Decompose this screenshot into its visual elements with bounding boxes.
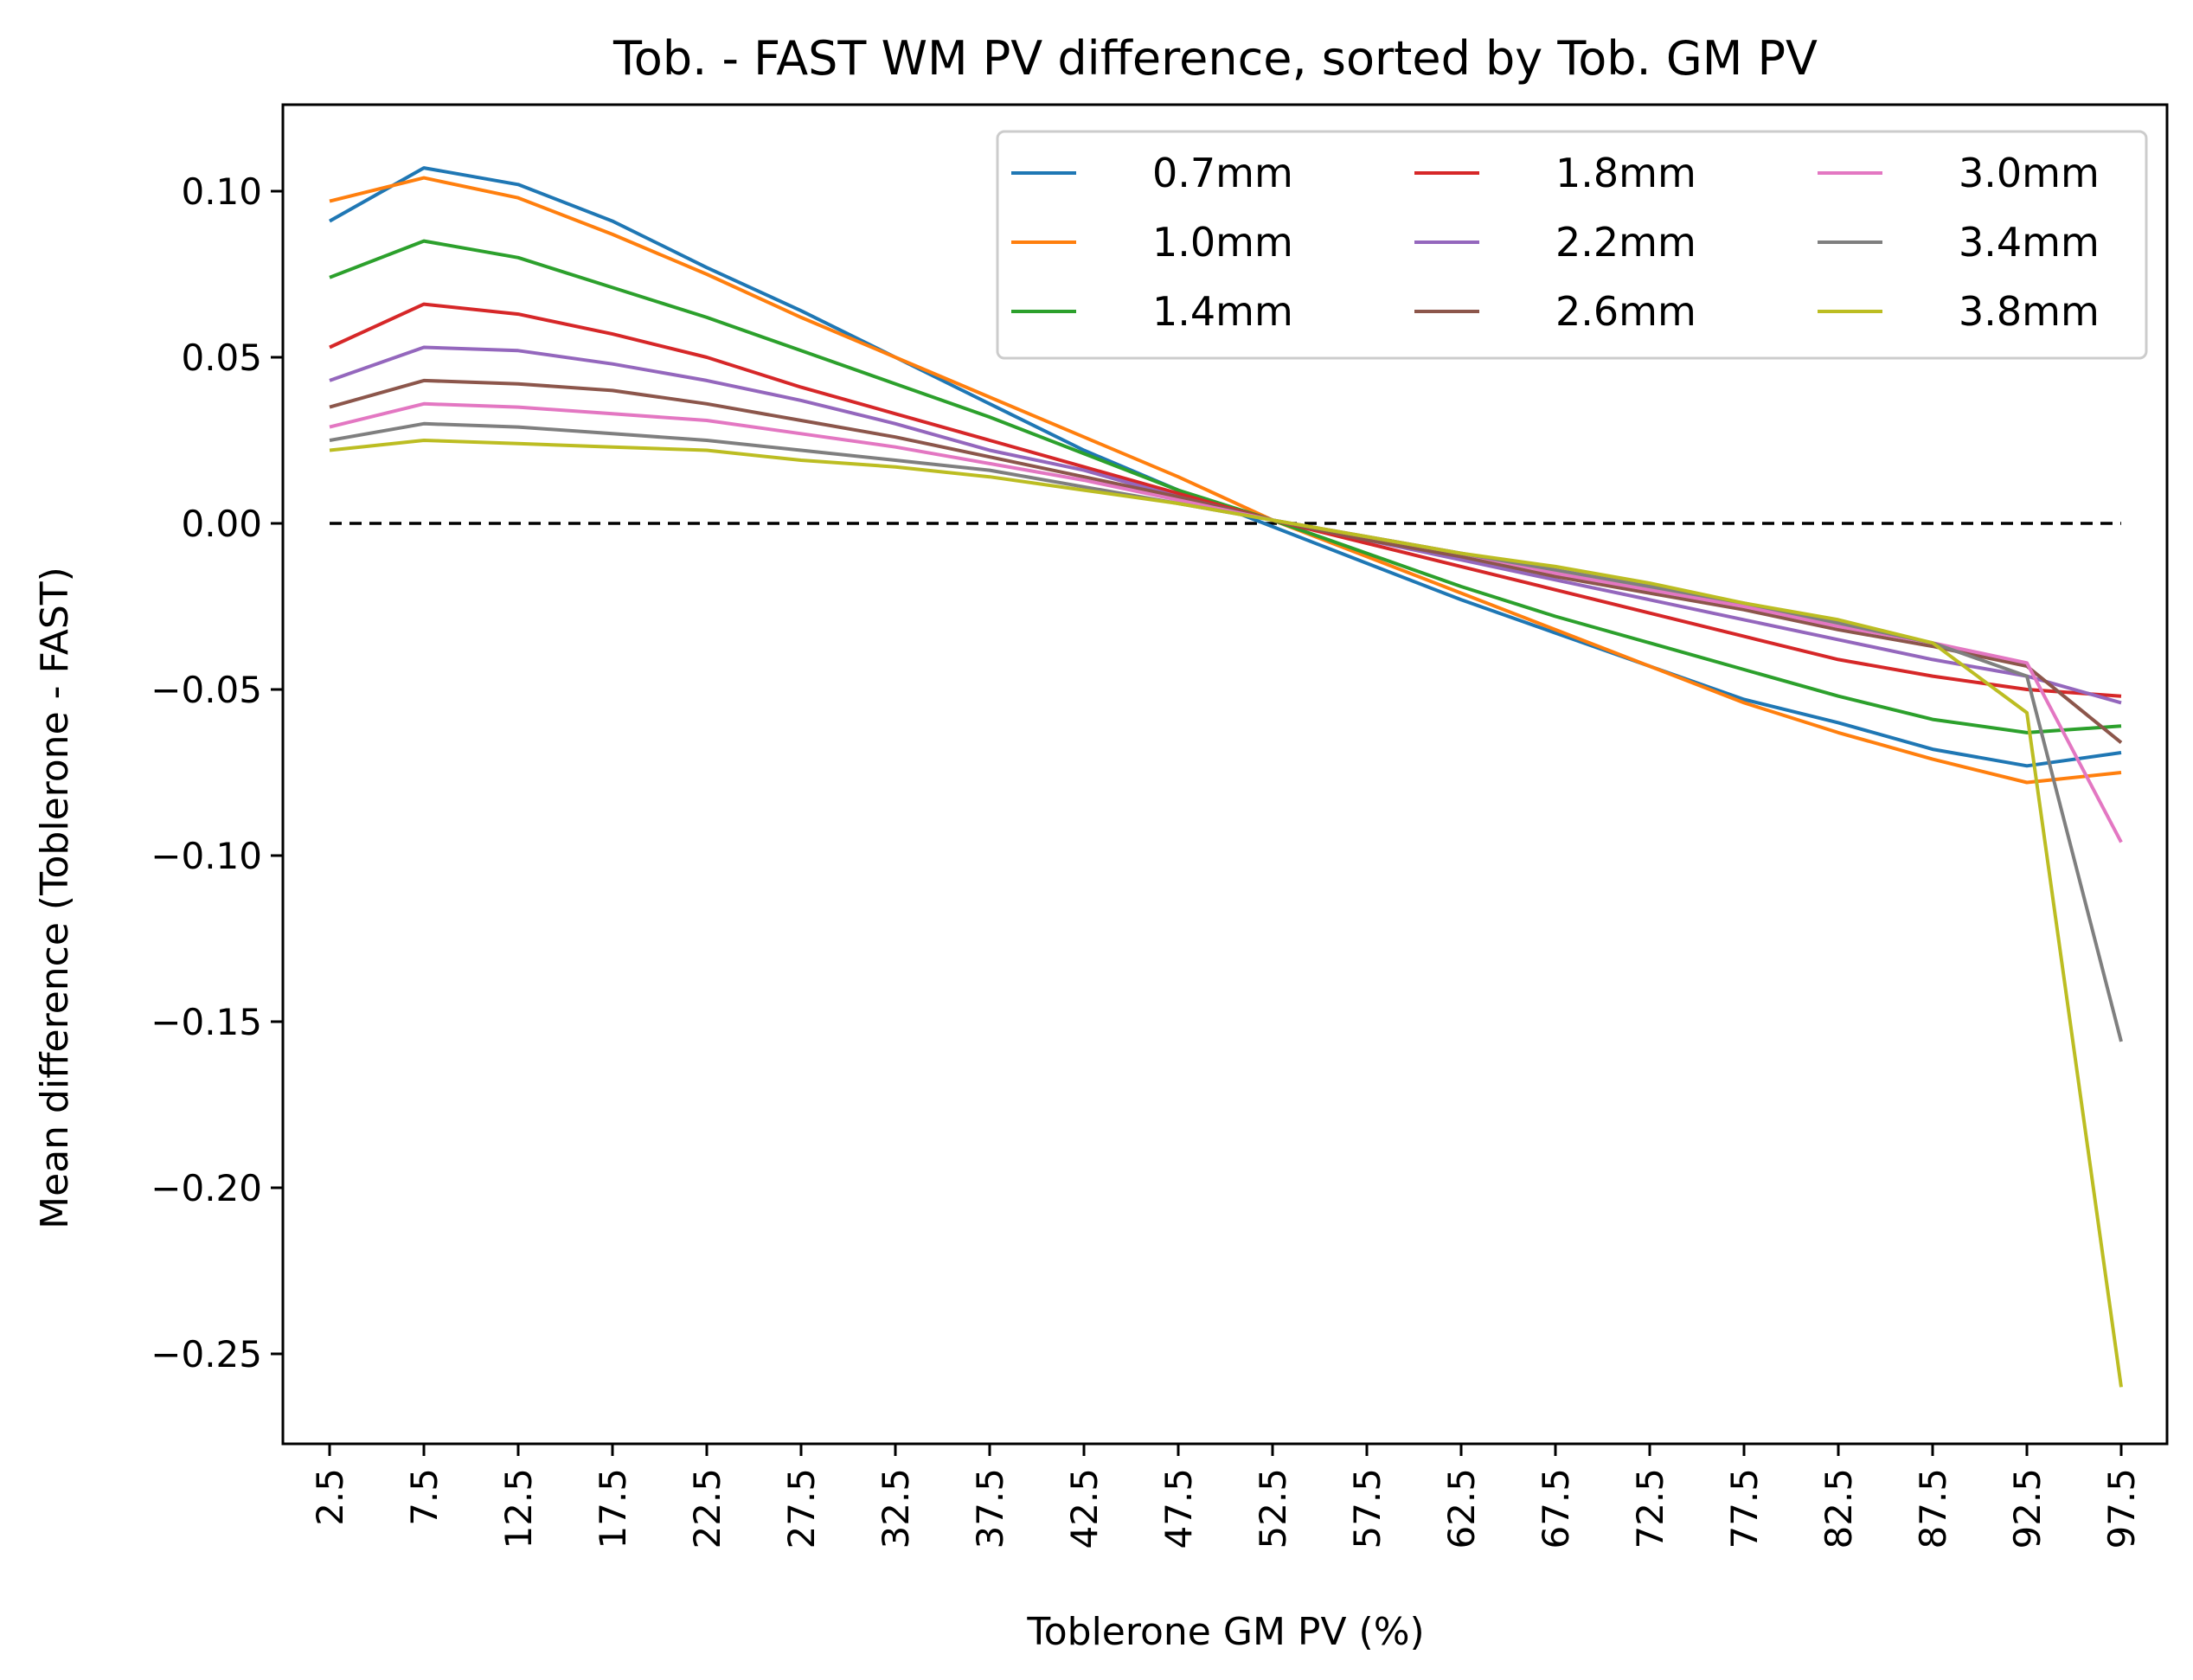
- x-tick-label: 77.5: [1723, 1468, 1766, 1549]
- x-tick-label: 62.5: [1440, 1468, 1483, 1549]
- x-tick-label: 32.5: [875, 1468, 917, 1549]
- chart-title: Tob. - FAST WM PV difference, sorted by …: [612, 31, 1818, 86]
- legend-label: 2.6mm: [1555, 288, 1696, 335]
- y-tick-label: −0.25: [151, 1333, 262, 1375]
- series-line-2-2mm: [329, 345, 2122, 705]
- x-tick-label: 87.5: [1912, 1468, 1954, 1549]
- legend-label: 3.4mm: [1959, 219, 2100, 266]
- y-tick-label: 0.00: [181, 503, 262, 545]
- series-line-3-8mm: [329, 439, 2123, 1388]
- x-tick-label: 17.5: [592, 1468, 634, 1549]
- x-tick-label: 27.5: [780, 1468, 823, 1549]
- legend-label: 3.8mm: [1959, 288, 2100, 335]
- series-line-2-6mm: [329, 378, 2123, 744]
- y-axis: 0.10 0.05 0.00 −0.05 −0.10 −0.15 −0.20 −0.25: [151, 170, 283, 1375]
- legend: 0.7mm 1.0mm 1.4mm 1.8mm 2.2mm 2.6mm 3.0mm 3.4mm…: [996, 130, 2148, 360]
- series-line-3-4mm: [329, 421, 2123, 1042]
- x-tick-label: 72.5: [1629, 1468, 1671, 1549]
- series-line-1-0mm: [329, 176, 2122, 785]
- y-tick-label: −0.20: [151, 1167, 262, 1209]
- legend-box: [996, 130, 2148, 360]
- legend-label: 0.7mm: [1152, 150, 1293, 196]
- x-axis: 2.5 7.5 12.5 17.5 22.5 27.5 32.5 37.5 42.5 47.5 52…: [309, 1444, 2143, 1549]
- x-tick-label: 57.5: [1346, 1468, 1388, 1549]
- x-tick-label: 47.5: [1157, 1468, 1200, 1549]
- x-tick-label: 67.5: [1535, 1468, 1577, 1549]
- x-tick-label: 42.5: [1063, 1468, 1106, 1549]
- y-tick-label: 0.10: [181, 170, 262, 213]
- y-tick-label: −0.10: [151, 835, 262, 877]
- legend-label: 1.0mm: [1152, 219, 1293, 266]
- plot-area: [281, 103, 2169, 1446]
- y-tick-label: −0.05: [151, 669, 262, 711]
- x-tick-label: 2.5: [309, 1468, 351, 1526]
- y-axis-label: Mean difference (Toblerone - FAST): [33, 567, 77, 1229]
- legend-label: 3.0mm: [1959, 150, 2100, 196]
- y-tick-label: 0.05: [181, 337, 262, 379]
- x-tick-label: 82.5: [1818, 1468, 1860, 1549]
- axes-frame: [281, 103, 2169, 1446]
- x-tick-label: 92.5: [2006, 1468, 2049, 1549]
- x-tick-label: 22.5: [686, 1468, 728, 1549]
- x-axis-label: Toblerone GM PV (%): [1026, 1610, 1424, 1654]
- x-tick-label: 12.5: [497, 1468, 540, 1549]
- legend-label: 2.2mm: [1555, 219, 1696, 266]
- x-tick-label: 37.5: [969, 1468, 1011, 1549]
- x-tick-label: 97.5: [2100, 1468, 2143, 1549]
- legend-label: 1.4mm: [1152, 288, 1293, 335]
- x-tick-label: 52.5: [1252, 1468, 1294, 1549]
- x-tick-label: 7.5: [403, 1468, 446, 1526]
- legend-label: 1.8mm: [1555, 150, 1696, 196]
- y-tick-label: −0.15: [151, 1001, 262, 1043]
